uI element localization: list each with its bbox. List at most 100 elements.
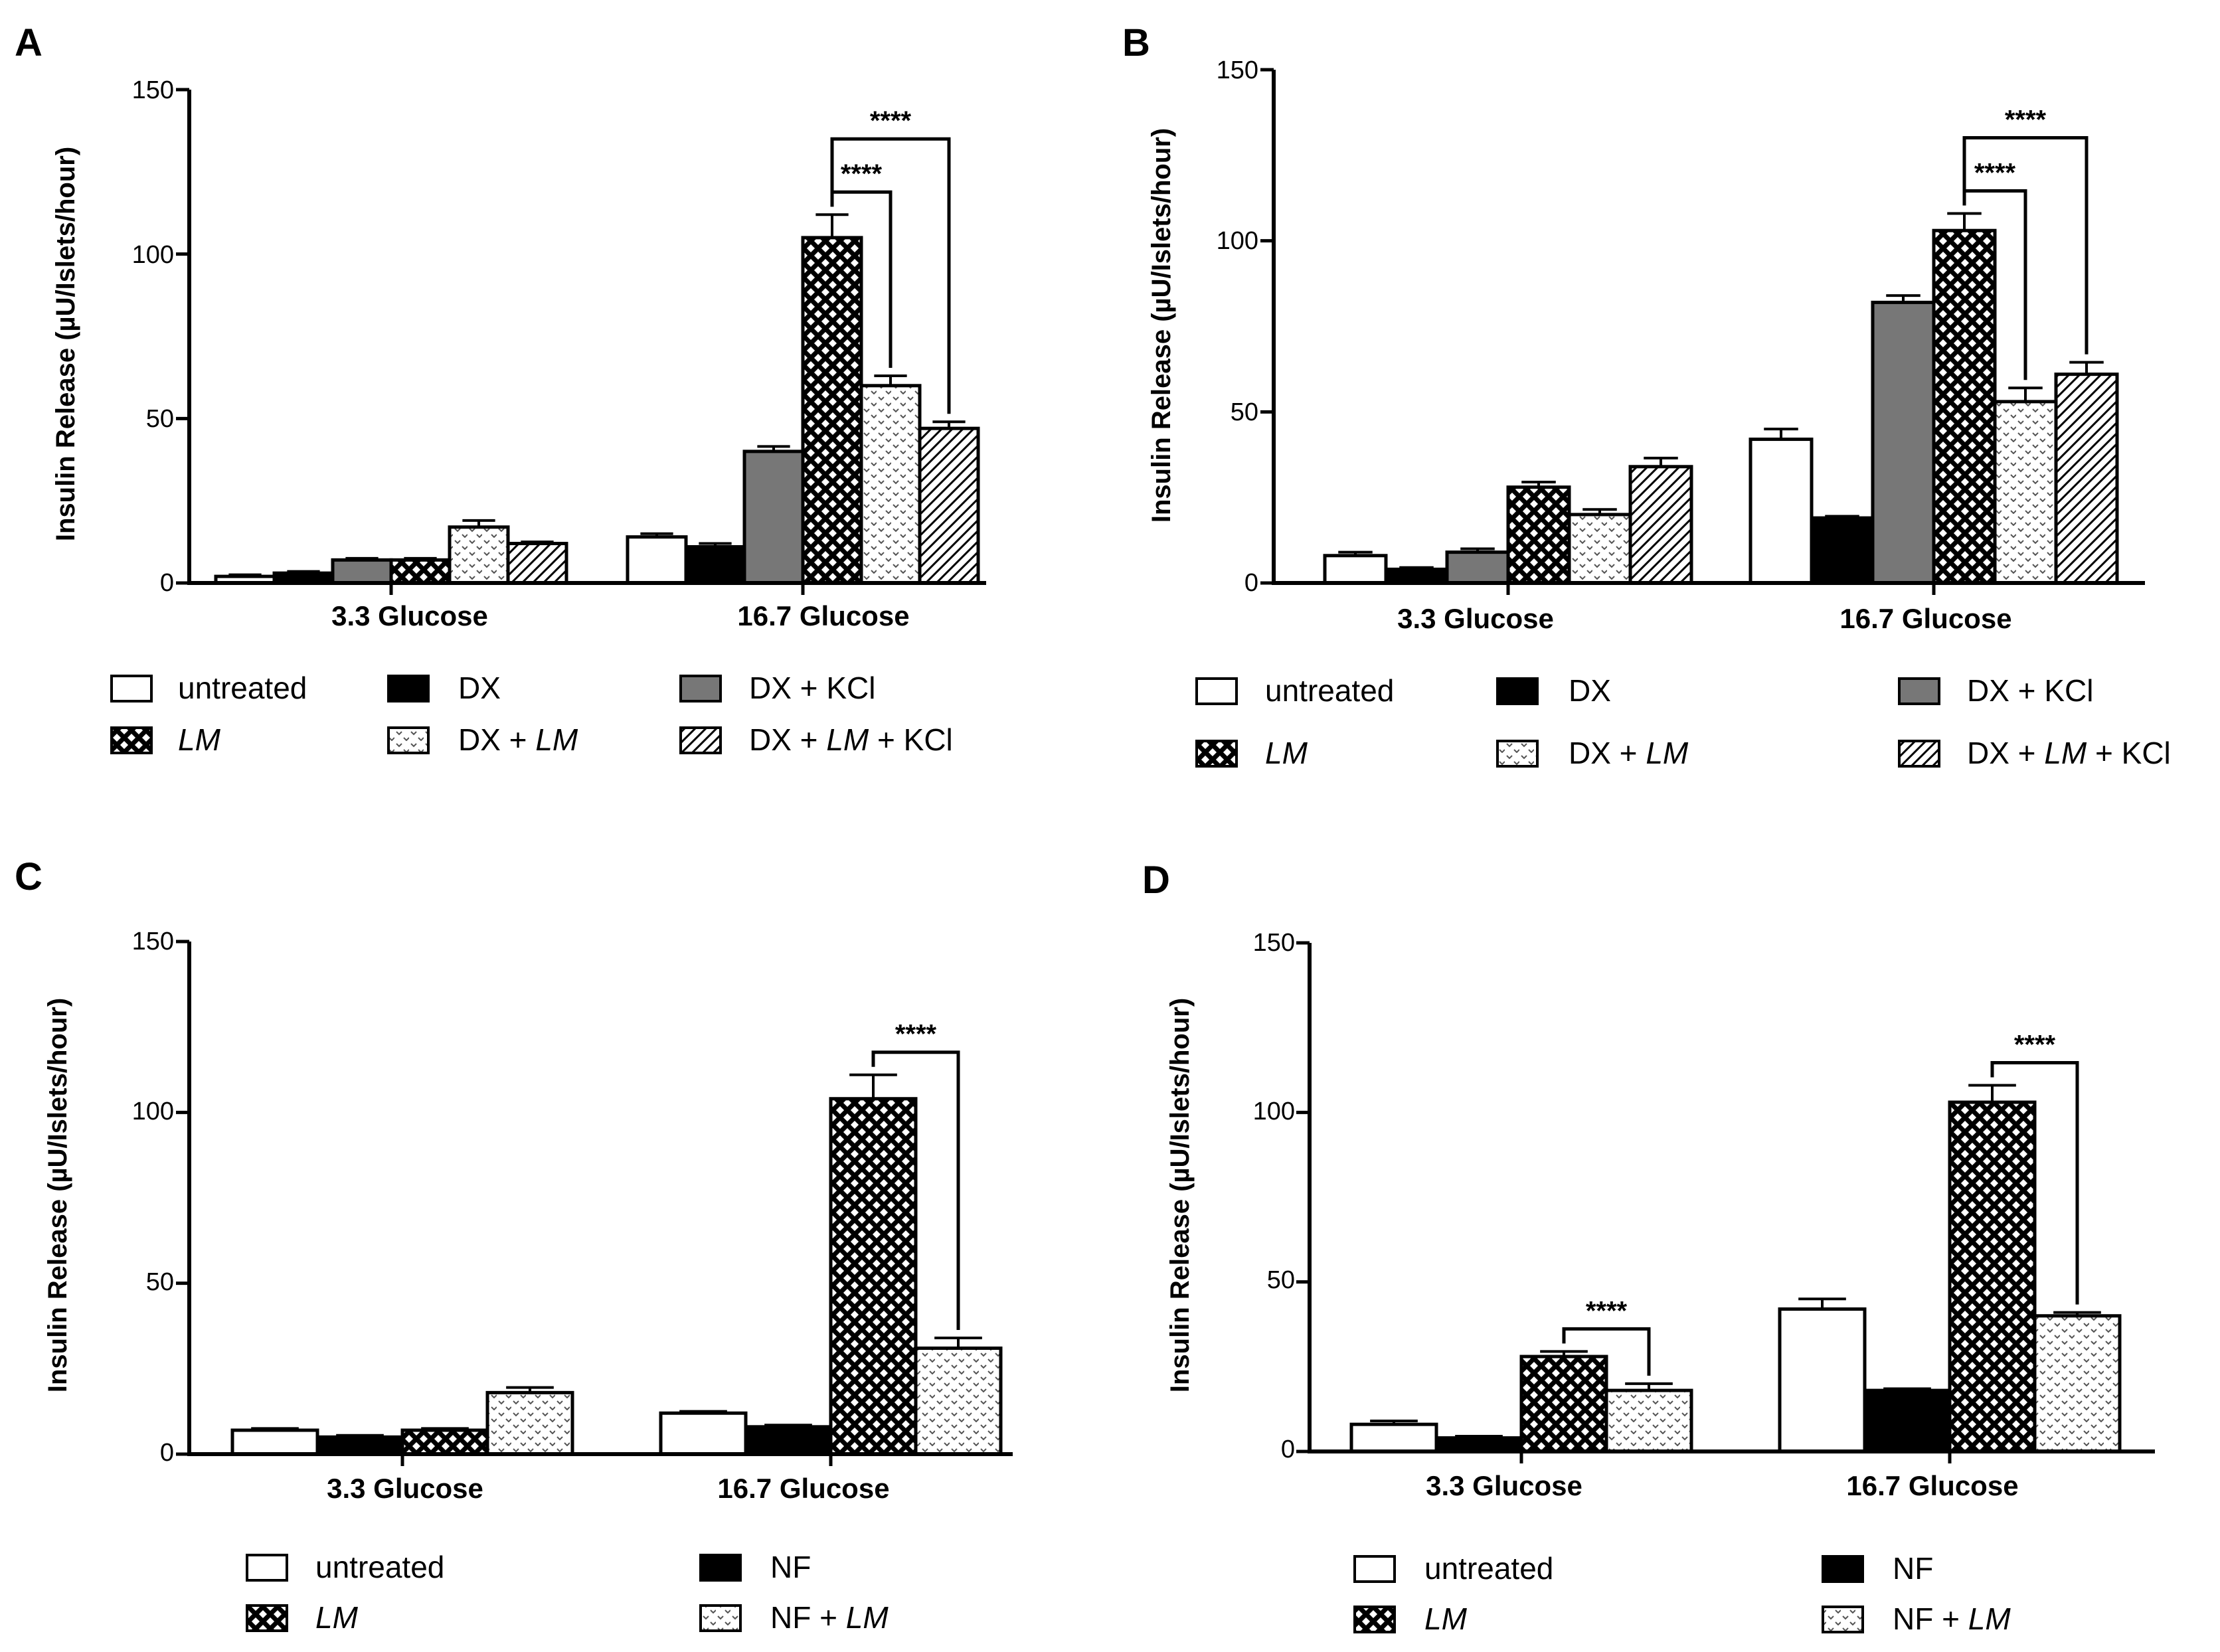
- bar-c-s2-g1: [829, 1097, 918, 1456]
- bar-b-s2-g0: [1445, 550, 1510, 585]
- sig-bracket-d-1-0: [1990, 1060, 2079, 1305]
- panel-c-axes: [176, 940, 1013, 1466]
- panel-a-legend-untreated-label: untreated: [178, 671, 307, 705]
- bar-c-s1-g0: [315, 1435, 404, 1456]
- panel-b-legend-dx-lm-kcl-label: DX + LM + KCl: [1967, 736, 2171, 770]
- panel-c-legend-lm-label: LM: [315, 1600, 359, 1635]
- panel-d-legend-untreated-label: untreated: [1424, 1551, 1553, 1586]
- bar-a-s4-g1: [859, 384, 922, 585]
- panel-b-legend-dx-kcl: DX + KCl: [1898, 673, 2093, 708]
- panel-a-ylabel: Insulin Release (µU/Islets/hour): [51, 147, 80, 541]
- panel-a-legend-dx-lm: DX + LM: [387, 722, 578, 757]
- panel-a-cat-1: 16.7 Glucose: [737, 600, 909, 631]
- panel-a-legend-dx: DX: [387, 671, 501, 705]
- panel-c-legend-nf-label: NF: [770, 1550, 811, 1584]
- sig-label-d-0-0: ****: [1586, 1296, 1628, 1325]
- sig-label-a-1-0: ****: [841, 159, 883, 189]
- panel-d-ytick-50: 50: [1267, 1266, 1295, 1294]
- panel-b-legend-dx-lm-kcl-prefix: DX +: [1967, 736, 2044, 770]
- panel-d-ytick-0: 0: [1281, 1436, 1295, 1463]
- panel-b-legend-dx-lm-label: DX + LM: [1569, 736, 1689, 770]
- panel-c-yticks: 0 50 100 150: [132, 928, 174, 1467]
- panel-b-legend: untreated DX DX + KCl LM DX + LM DX + LM…: [1195, 673, 2171, 770]
- panel-d-cat-0: 3.3 Glucose: [1426, 1470, 1582, 1501]
- bar-b-s4-g0: [1567, 513, 1632, 585]
- bar-d-s0-g0: [1349, 1422, 1438, 1453]
- sig-label-d-1-0: ****: [2014, 1030, 2056, 1059]
- panel-a-legend-dx-lm-kcl-prefix: DX +: [749, 722, 826, 757]
- sig-bracket-d-0-0: [1562, 1327, 1651, 1376]
- sig-label-c-1-0: ****: [895, 1020, 937, 1049]
- panel-a-legend: untreated DX DX + KCl LM DX + LM DX + LM…: [110, 671, 953, 757]
- panel-d-legend-nf-lm-italic: LM: [1968, 1602, 2011, 1636]
- panel-b-axes: [1260, 68, 2145, 595]
- panel-c-legend-nf: NF: [699, 1550, 811, 1584]
- panel-b-cat-0: 3.3 Glucose: [1397, 603, 1554, 634]
- panel-a-significance: **** ****: [830, 106, 951, 414]
- panel-d-legend-untreated: untreated: [1353, 1551, 1553, 1586]
- panel-b-legend-dx-lm: DX + LM: [1496, 736, 1689, 770]
- panel-c-ytick-50: 50: [146, 1268, 174, 1296]
- panel-c-ytick-0: 0: [160, 1439, 174, 1467]
- panel-d-cat-1: 16.7 Glucose: [1846, 1470, 2018, 1501]
- bar-a-s5-g1: [918, 426, 980, 585]
- sig-bracket-b-1-1: [1962, 135, 2089, 355]
- panel-a-letter: A: [15, 21, 43, 64]
- panel-c-legend-nf-lm-italic: LM: [846, 1600, 889, 1635]
- panel-a-legend-dx-lm-kcl-suffix: + KCl: [869, 722, 953, 757]
- panel-d: D Insulin Release (µU/Islets/hour) 0 50 …: [1142, 859, 2155, 1636]
- panel-b-cat-1: 16.7 Glucose: [1839, 603, 2011, 634]
- panel-b-significance: **** ****: [1962, 105, 2089, 380]
- bar-d-s1-g1: [1863, 1388, 1952, 1453]
- bar-c-s0-g1: [659, 1411, 748, 1456]
- panel-a-ytick-0: 0: [160, 569, 174, 597]
- bar-c-s0-g0: [230, 1428, 319, 1456]
- panel-c-legend: untreated NF LM NF + LM: [246, 1550, 889, 1635]
- sig-label-b-1-0: ****: [1974, 158, 2016, 187]
- panel-b-legend-dx-lm-kcl-italic: LM: [2044, 736, 2087, 770]
- bar-b-s2-g1: [1871, 300, 1936, 585]
- panel-a-legend-dx-lm-prefix: DX +: [458, 722, 535, 757]
- sig-bracket-c-1-0: [871, 1050, 960, 1331]
- panel-d-yticks: 0 50 100 150: [1253, 929, 1295, 1463]
- bar-a-s4-g0: [448, 525, 510, 585]
- panel-d-legend-nf-label: NF: [1893, 1551, 1933, 1586]
- bar-b-s0-g1: [1749, 438, 1814, 585]
- panel-b-legend-dx-kcl-label: DX + KCl: [1967, 673, 2093, 708]
- sig-label-a-1-1: ****: [870, 106, 912, 135]
- panel-a-legend-dx-kcl-label: DX + KCl: [749, 671, 875, 705]
- panel-d-legend-lm: LM: [1353, 1602, 1468, 1636]
- bar-c-s3-g1: [914, 1346, 1003, 1456]
- panel-c-legend-untreated-label: untreated: [315, 1550, 444, 1584]
- bar-b-s1-g0: [1384, 567, 1449, 585]
- panel-b-legend-dx-label: DX: [1569, 673, 1611, 708]
- panel-b-letter: B: [1122, 21, 1150, 64]
- bar-a-s3-g0: [389, 558, 452, 585]
- panel-a-bars: [214, 213, 980, 585]
- bar-a-s2-g1: [742, 450, 805, 585]
- panel-b-yticks: 0 50 100 150: [1217, 56, 1258, 597]
- panel-b-legend-dx-lm-kcl-suffix: + KCl: [2087, 736, 2171, 770]
- panel-a-legend-untreated: untreated: [110, 671, 307, 705]
- panel-d-letter: D: [1142, 859, 1170, 902]
- bar-c-s2-g0: [400, 1428, 489, 1456]
- panel-a-ytick-100: 100: [132, 241, 174, 269]
- panel-b-ytick-50: 50: [1231, 398, 1258, 426]
- panel-c: C Insulin Release (µU/Islets/hour) 0 50 …: [15, 855, 1013, 1635]
- panel-c-legend-lm: LM: [246, 1600, 359, 1635]
- panel-b-legend-lm: LM: [1195, 736, 1308, 770]
- panel-c-legend-untreated: untreated: [246, 1550, 444, 1584]
- panel-d-legend-nf: NF: [1822, 1551, 1933, 1586]
- bar-a-s0-g1: [626, 535, 688, 585]
- bar-b-s4-g1: [1993, 400, 2058, 585]
- bar-d-s1-g0: [1434, 1436, 1523, 1453]
- panel-b: B Insulin Release (µU/Islets/hour) 0 50 …: [1122, 21, 2171, 770]
- bar-c-s1-g1: [744, 1425, 833, 1456]
- bar-d-s2-g1: [1948, 1100, 2037, 1453]
- panel-b-legend-untreated: untreated: [1195, 673, 1394, 708]
- panel-c-ytick-100: 100: [132, 1098, 174, 1125]
- bar-a-s5-g0: [506, 542, 568, 585]
- panel-a-legend-lm-label: LM: [178, 722, 221, 757]
- panel-d-legend-nf-lm-prefix: NF +: [1893, 1602, 1968, 1636]
